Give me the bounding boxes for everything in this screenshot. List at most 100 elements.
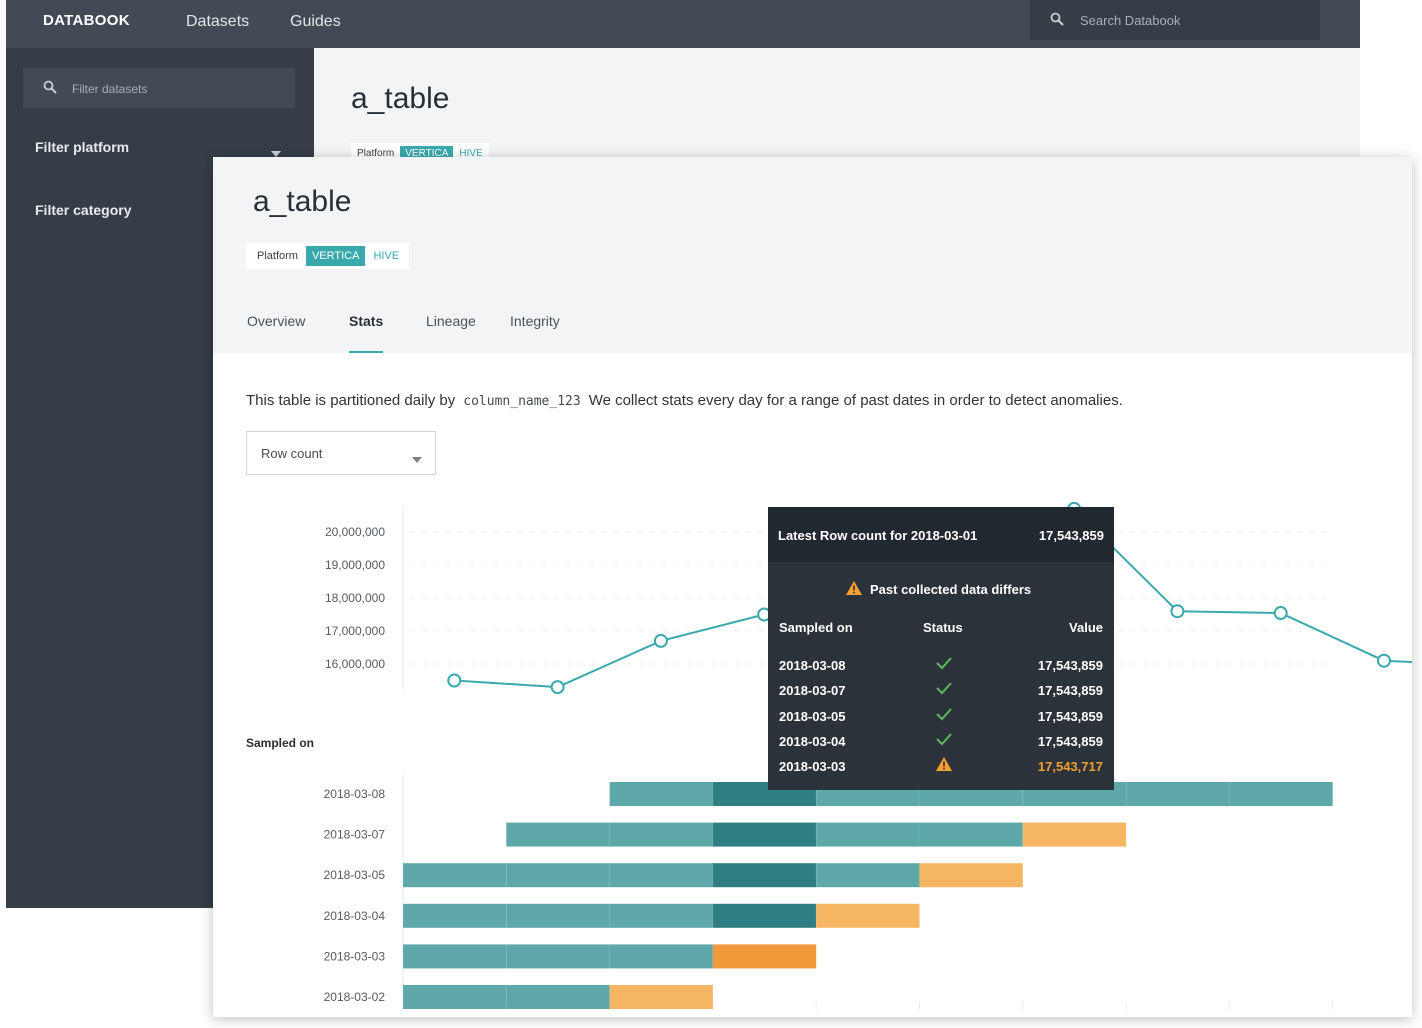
check-icon: [936, 732, 952, 749]
bar-segment: [712, 863, 817, 888]
page-title: a_table: [351, 82, 450, 115]
front-window: a_table Platform VERTICA HIVE Overview S…: [213, 157, 1412, 1017]
tooltip-row: 2018-03-03 17,543,717: [768, 757, 1114, 784]
bar-segment: [1126, 782, 1230, 806]
row-value: 17,543,717: [1037, 759, 1103, 775]
platform-label: Platform: [357, 147, 395, 159]
bar-category-label: 2018-03-05: [324, 868, 386, 882]
partition-column: column_name_123: [463, 394, 581, 409]
bar-segment: [919, 863, 1023, 888]
chart-tooltip: Latest Row count for 2018-03-01 17,543,8…: [768, 507, 1114, 790]
filter-platform[interactable]: Filter platform: [35, 139, 130, 155]
filter-datasets-input[interactable]: Filter datasets: [23, 68, 295, 108]
y-tick-label: 19,000,000: [325, 558, 385, 572]
row-value: 17,543,859: [1037, 708, 1103, 724]
partition-description: This table is partitioned daily by column…: [246, 392, 1123, 409]
tooltip-row: 2018-03-08 17,543,859: [768, 656, 1114, 683]
bar-segment: [609, 903, 713, 928]
bar-segment: [506, 863, 610, 888]
row-date: 2018-03-05: [779, 708, 846, 724]
bar-segment: [403, 985, 507, 1009]
tooltip-header: Latest Row count for 2018-03-01 17,543,8…: [768, 507, 1114, 562]
row-date: 2018-03-07: [779, 683, 846, 699]
bar-segment: [403, 903, 507, 928]
check-icon: [936, 656, 952, 673]
bar-segment: [506, 822, 610, 847]
bar-segment: [712, 903, 817, 928]
tab-stats[interactable]: Stats: [349, 313, 384, 329]
page-title: a_table: [253, 185, 352, 218]
column-value: Value: [1069, 620, 1103, 635]
bar-segment: [609, 822, 713, 847]
row-value: 17,543,859: [1037, 733, 1103, 749]
data-point: [653, 633, 668, 648]
bar-category-label: 2018-03-03: [324, 949, 386, 963]
page-header: a_table Platform VERTICA HIVE Overview S…: [213, 157, 1412, 353]
filter-placeholder: Filter datasets: [72, 82, 148, 96]
sampled-on-label: Sampled on: [246, 736, 315, 750]
bar-category-label: 2018-03-04: [324, 909, 386, 923]
tag-vertica[interactable]: VERTICA: [400, 145, 454, 161]
y-tick-label: 17,000,000: [325, 624, 385, 638]
warning-icon: [936, 757, 952, 774]
nav-datasets[interactable]: Datasets: [186, 13, 250, 30]
description-text-2: We collect stats every day for a range o…: [588, 392, 1123, 409]
row-date: 2018-03-03: [779, 759, 846, 775]
column-sampled-on: Sampled on: [779, 620, 853, 635]
bar-category-label: 2018-03-07: [324, 828, 386, 842]
bar-segment: [712, 944, 817, 969]
chevron-down-icon: [412, 450, 422, 468]
tooltip-title: Latest Row count for 2018-03-01: [778, 528, 978, 543]
y-tick-label: 20,000,000: [325, 525, 385, 539]
bar-segment: [1022, 822, 1127, 847]
bar-segment: [506, 903, 610, 928]
bar-segment: [816, 863, 920, 888]
row-date: 2018-03-08: [779, 658, 846, 673]
platform-tags: Platform VERTICA HIVE: [246, 243, 410, 269]
tab-integrity[interactable]: Integrity: [510, 313, 560, 329]
row-value: 17,543,859: [1037, 658, 1103, 673]
tooltip-row: 2018-03-04 17,543,859: [768, 732, 1114, 759]
app-logo[interactable]: DATABOOK: [43, 12, 130, 29]
data-point: [447, 673, 462, 688]
nav-guides[interactable]: Guides: [290, 13, 341, 30]
chevron-down-icon[interactable]: [271, 144, 281, 162]
platform-label: Platform: [257, 250, 298, 262]
warning-text: Past collected data differs: [870, 582, 1032, 597]
bar-category-label: 2018-03-08: [324, 787, 386, 801]
warning-icon: [846, 581, 862, 598]
bar-segment: [609, 782, 713, 806]
bar-category-label: 2018-03-02: [324, 990, 386, 1004]
tooltip-row: 2018-03-05 17,543,859: [768, 707, 1114, 734]
tag-hive[interactable]: HIVE: [459, 147, 483, 159]
bar-segment: [506, 944, 610, 969]
row-value: 17,543,859: [1037, 683, 1103, 699]
check-icon: [936, 681, 952, 698]
tab-overview[interactable]: Overview: [247, 313, 306, 329]
tooltip-warning: Past collected data differs: [846, 581, 1031, 598]
tag-hive[interactable]: HIVE: [373, 250, 400, 262]
row-date: 2018-03-04: [779, 733, 846, 749]
bar-segment: [609, 944, 713, 969]
tab-lineage[interactable]: Lineage: [426, 313, 476, 329]
data-point: [1377, 653, 1391, 668]
bar-segment: [403, 944, 507, 969]
bar-segment: [609, 863, 713, 888]
top-navbar: DATABOOK Datasets Guides Search Databook: [6, 0, 1360, 48]
bar-segment: [1229, 782, 1333, 806]
bar-segment: [506, 985, 610, 1009]
stats-chart: 20,000,000 19,000,000 18,000,000 17,000,000…: [324, 501, 1412, 1012]
filter-category[interactable]: Filter category: [35, 202, 132, 218]
metric-select[interactable]: Row count: [246, 431, 436, 475]
bar-segment: [816, 903, 920, 928]
search-icon: [43, 80, 57, 99]
search-placeholder: Search Databook: [1080, 13, 1181, 28]
data-point: [1170, 604, 1185, 619]
search-input[interactable]: Search Databook: [1030, 0, 1320, 40]
check-icon: [936, 707, 952, 724]
bar-segment: [712, 822, 817, 847]
data-point: [1273, 606, 1288, 621]
y-tick-label: 18,000,000: [325, 591, 385, 605]
tag-vertica[interactable]: VERTICA: [305, 246, 366, 266]
metric-select-value: Row count: [261, 446, 323, 461]
